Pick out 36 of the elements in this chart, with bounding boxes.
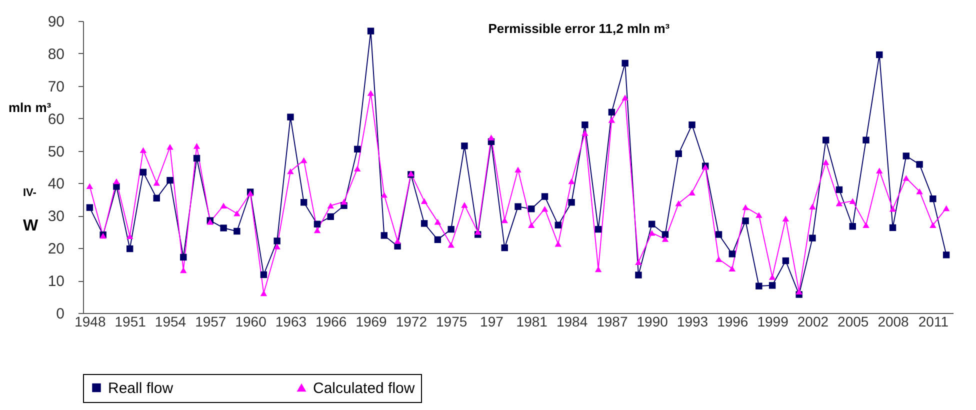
y-tick-label: 70 <box>48 78 64 96</box>
x-tick-label: 1966 <box>316 314 347 330</box>
x-tick-label: 2002 <box>797 314 829 330</box>
x-tick-label: 1990 <box>636 314 668 330</box>
x-tick-label: 1972 <box>396 314 428 330</box>
text: W <box>23 217 39 234</box>
x-tick-label: 2005 <box>838 314 869 330</box>
x-tick-label: 1996 <box>717 314 748 330</box>
y-tick-label: 50 <box>48 143 64 160</box>
x-tick-label: 1957 <box>195 314 226 330</box>
y-tick-label: 90 <box>48 14 64 30</box>
y-tick-label: 0 <box>56 306 64 322</box>
legend-label: Reall flow <box>108 380 174 397</box>
x-tick-label: 1963 <box>275 314 307 330</box>
chart-title: Permissible error 11,2 mln m³ <box>488 21 670 36</box>
y-tick-label: 30 <box>48 208 64 226</box>
x-tick-label: 1951 <box>114 314 146 330</box>
x-tick-label: 1975 <box>436 314 468 330</box>
y-tick-label: 10 <box>48 273 64 290</box>
x-tick-label: 1984 <box>556 314 588 330</box>
x-tick-label: 2008 <box>878 314 910 330</box>
x-tick-label: 1981 <box>516 314 548 330</box>
x-tick-label: 1954 <box>154 314 186 330</box>
x-tick-label: 1969 <box>356 314 388 330</box>
x-tick-label: 1948 <box>74 314 106 330</box>
text: IV- <box>23 186 37 199</box>
y-tick-label: 20 <box>48 240 64 258</box>
x-tick-label: 2011 <box>918 314 949 330</box>
x-tick-label: 1960 <box>235 314 267 330</box>
x-tick-label: 1987 <box>596 314 628 330</box>
y-tick-label: 40 <box>48 176 64 193</box>
x-tick-label: 1993 <box>676 314 708 330</box>
legend-label: Calculated flow <box>313 380 415 397</box>
y-tick-label: 80 <box>48 46 64 63</box>
x-tick-label: 1999 <box>757 314 789 330</box>
x-tick-label: 197 <box>480 314 504 330</box>
